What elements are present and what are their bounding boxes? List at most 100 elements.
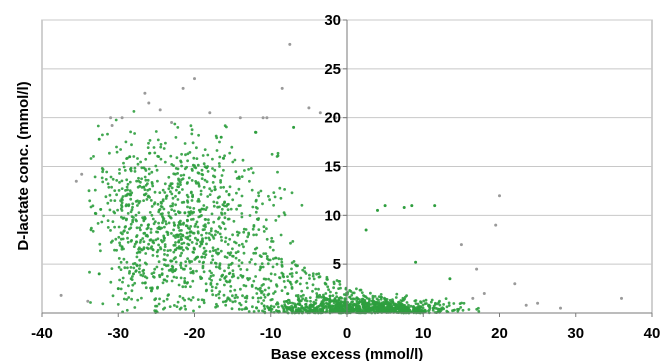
data-point: [348, 295, 352, 299]
data-point: [186, 159, 190, 163]
data-point: [390, 304, 394, 307]
data-point: [209, 274, 213, 278]
data-point: [399, 301, 403, 305]
data-point: [176, 182, 180, 186]
data-point: [180, 242, 184, 246]
data-point: [172, 172, 176, 176]
data-point: [165, 279, 169, 283]
data-point: [240, 261, 244, 265]
data-point: [158, 208, 162, 211]
data-point: [155, 168, 159, 172]
data-point-outlier: [116, 287, 120, 291]
data-point: [108, 208, 112, 212]
data-point: [328, 305, 332, 309]
data-point: [177, 177, 180, 181]
data-point: [200, 214, 203, 217]
data-point: [258, 268, 262, 272]
data-point: [219, 226, 223, 230]
data-point: [312, 303, 315, 307]
data-point: [146, 178, 150, 182]
data-point: [399, 306, 402, 310]
data-point: [283, 213, 287, 217]
data-point: [113, 211, 117, 215]
data-point: [215, 282, 219, 286]
data-point: [129, 210, 133, 214]
data-point: [248, 214, 252, 217]
data-point: [244, 239, 248, 243]
data-point: [231, 198, 235, 202]
data-point: [120, 179, 124, 183]
data-point: [163, 306, 167, 310]
data-point: [211, 167, 214, 170]
data-point: [248, 277, 252, 280]
data-point: [299, 294, 303, 298]
data-point: [412, 309, 416, 312]
data-point-outlier: [120, 116, 124, 120]
data-point: [126, 236, 129, 240]
data-point: [227, 193, 231, 197]
data-point: [210, 212, 214, 216]
data-point: [144, 252, 148, 255]
data-point: [160, 205, 164, 209]
data-point: [166, 249, 170, 253]
data-point: [161, 240, 164, 244]
data-point-outlier: [193, 77, 196, 81]
data-point: [351, 291, 355, 295]
data-point: [431, 308, 435, 312]
data-point: [269, 272, 273, 276]
data-point: [332, 280, 336, 284]
data-point: [187, 176, 191, 180]
data-point: [192, 156, 196, 160]
data-point: [106, 132, 109, 136]
data-point: [171, 196, 175, 200]
data-point: [131, 218, 135, 222]
data-point: [314, 287, 318, 291]
data-point: [164, 220, 168, 223]
axes: [41, 19, 653, 317]
data-point: [254, 199, 258, 203]
data-point: [191, 296, 195, 299]
data-point: [262, 252, 266, 256]
data-point: [273, 195, 277, 199]
data-point-outlier: [524, 303, 528, 307]
data-point: [170, 208, 174, 212]
data-point-outlier: [414, 260, 418, 264]
data-point: [387, 310, 390, 313]
data-point: [267, 286, 271, 290]
data-point: [147, 172, 151, 176]
data-point: [170, 279, 174, 283]
data-point: [132, 266, 136, 270]
data-point: [413, 299, 417, 303]
data-point: [219, 249, 223, 253]
data-point: [134, 270, 138, 273]
data-point: [170, 163, 174, 166]
data-point: [166, 264, 170, 267]
data-point: [191, 279, 195, 283]
data-point: [305, 281, 309, 285]
data-point: [370, 307, 374, 311]
data-point: [109, 175, 113, 179]
data-point: [238, 177, 241, 181]
data-point: [363, 299, 367, 303]
data-point: [149, 246, 153, 250]
data-point: [242, 251, 246, 255]
data-point: [176, 126, 180, 129]
data-point: [239, 287, 242, 291]
data-point: [209, 281, 213, 285]
data-point: [200, 233, 204, 237]
data-point: [223, 255, 227, 259]
data-point: [267, 292, 271, 296]
data-point: [248, 260, 252, 264]
data-point: [241, 158, 245, 162]
data-point: [301, 268, 305, 272]
data-point: [222, 168, 225, 172]
data-point: [140, 223, 143, 227]
data-point-outlier: [265, 116, 269, 120]
data-point: [137, 250, 141, 254]
data-point: [174, 241, 177, 244]
data-point: [317, 287, 320, 291]
data-point: [452, 302, 456, 305]
data-point: [177, 283, 181, 287]
data-point: [149, 227, 153, 231]
data-point: [216, 205, 220, 209]
